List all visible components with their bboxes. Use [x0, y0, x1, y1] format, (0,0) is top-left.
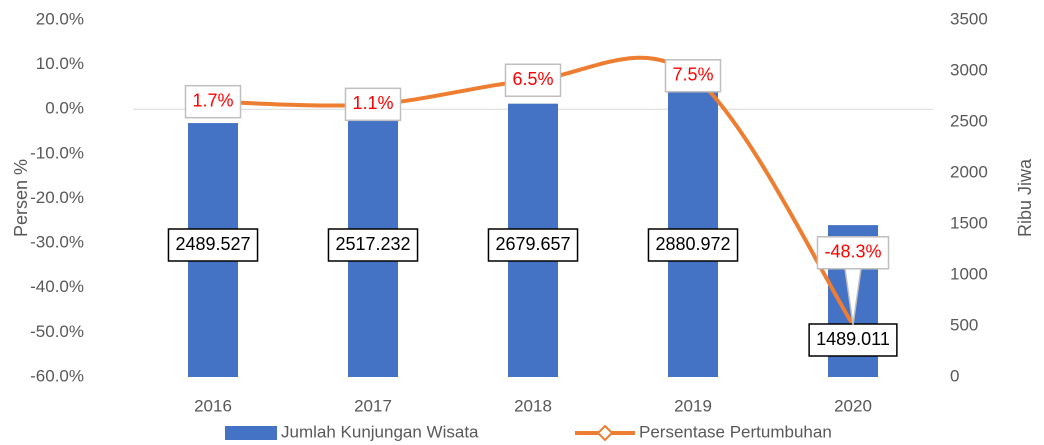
y-tick-label: -20.0%	[30, 188, 84, 207]
y2-tick-label: 1000	[950, 264, 988, 283]
line-value-label: 1.7%	[192, 90, 233, 110]
bar-value-label-box	[647, 228, 739, 262]
bar-value-label: 2517.232	[335, 234, 410, 254]
y-tick-label: 10.0%	[36, 54, 84, 73]
x-tick-label: 2020	[834, 396, 872, 415]
line-value-label-box	[504, 63, 562, 97]
y2-tick-label: 500	[950, 315, 978, 334]
line-value-label-box	[664, 59, 722, 93]
y-tick-label: -30.0%	[30, 233, 84, 252]
y-tick-label: -40.0%	[30, 277, 84, 296]
line-value-label-box	[344, 87, 402, 122]
y-tick-label: 0.0%	[45, 99, 84, 118]
bar-value-label-box	[808, 323, 898, 357]
bar-value-label-box	[327, 228, 419, 262]
bar-value-label: 2679.657	[495, 234, 570, 254]
callout	[844, 268, 862, 325]
y2-tick-label: 1500	[950, 213, 988, 232]
line-value-label-box	[816, 236, 890, 270]
y2-tick-label: 3500	[950, 9, 988, 28]
y2-axis-label: Ribu Jiwa	[1015, 158, 1035, 237]
x-tick-label: 2019	[674, 396, 712, 415]
x-tick-label: 2017	[354, 396, 392, 415]
y2-tick-label: 2500	[950, 111, 988, 130]
legend-marker	[596, 424, 614, 442]
bar-value-label: 1489.011	[816, 329, 890, 349]
y2-tick-label: 2000	[950, 162, 988, 181]
y-tick-label: -60.0%	[30, 366, 84, 385]
bar-value-label-box	[167, 228, 259, 262]
line-value-label: 1.1%	[352, 93, 393, 113]
y-tick-label: -10.0%	[30, 143, 84, 162]
x-tick-label: 2018	[514, 396, 552, 415]
legend-label: Persentase Pertumbuhan	[639, 422, 832, 441]
line-value-label: 6.5%	[512, 69, 553, 89]
bar-value-label: 2489.527	[175, 234, 250, 254]
bar-value-label-box	[487, 228, 579, 262]
y-axis-label: Persen %	[11, 159, 31, 237]
line-value-label: -48.3%	[824, 242, 881, 262]
bar-value-label: 2880.972	[655, 234, 730, 254]
line-value-label: 7.5%	[672, 65, 713, 85]
y2-tick-label: 3000	[950, 60, 988, 79]
legend-label: Jumlah Kunjungan Wisata	[281, 422, 479, 441]
x-tick-label: 2016	[194, 396, 232, 415]
y-tick-label: -50.0%	[30, 322, 84, 341]
legend-swatch	[225, 426, 277, 440]
y-tick-label: 20.0%	[36, 9, 84, 28]
y2-tick-label: 0	[950, 366, 959, 385]
line-value-label-box	[184, 84, 242, 119]
